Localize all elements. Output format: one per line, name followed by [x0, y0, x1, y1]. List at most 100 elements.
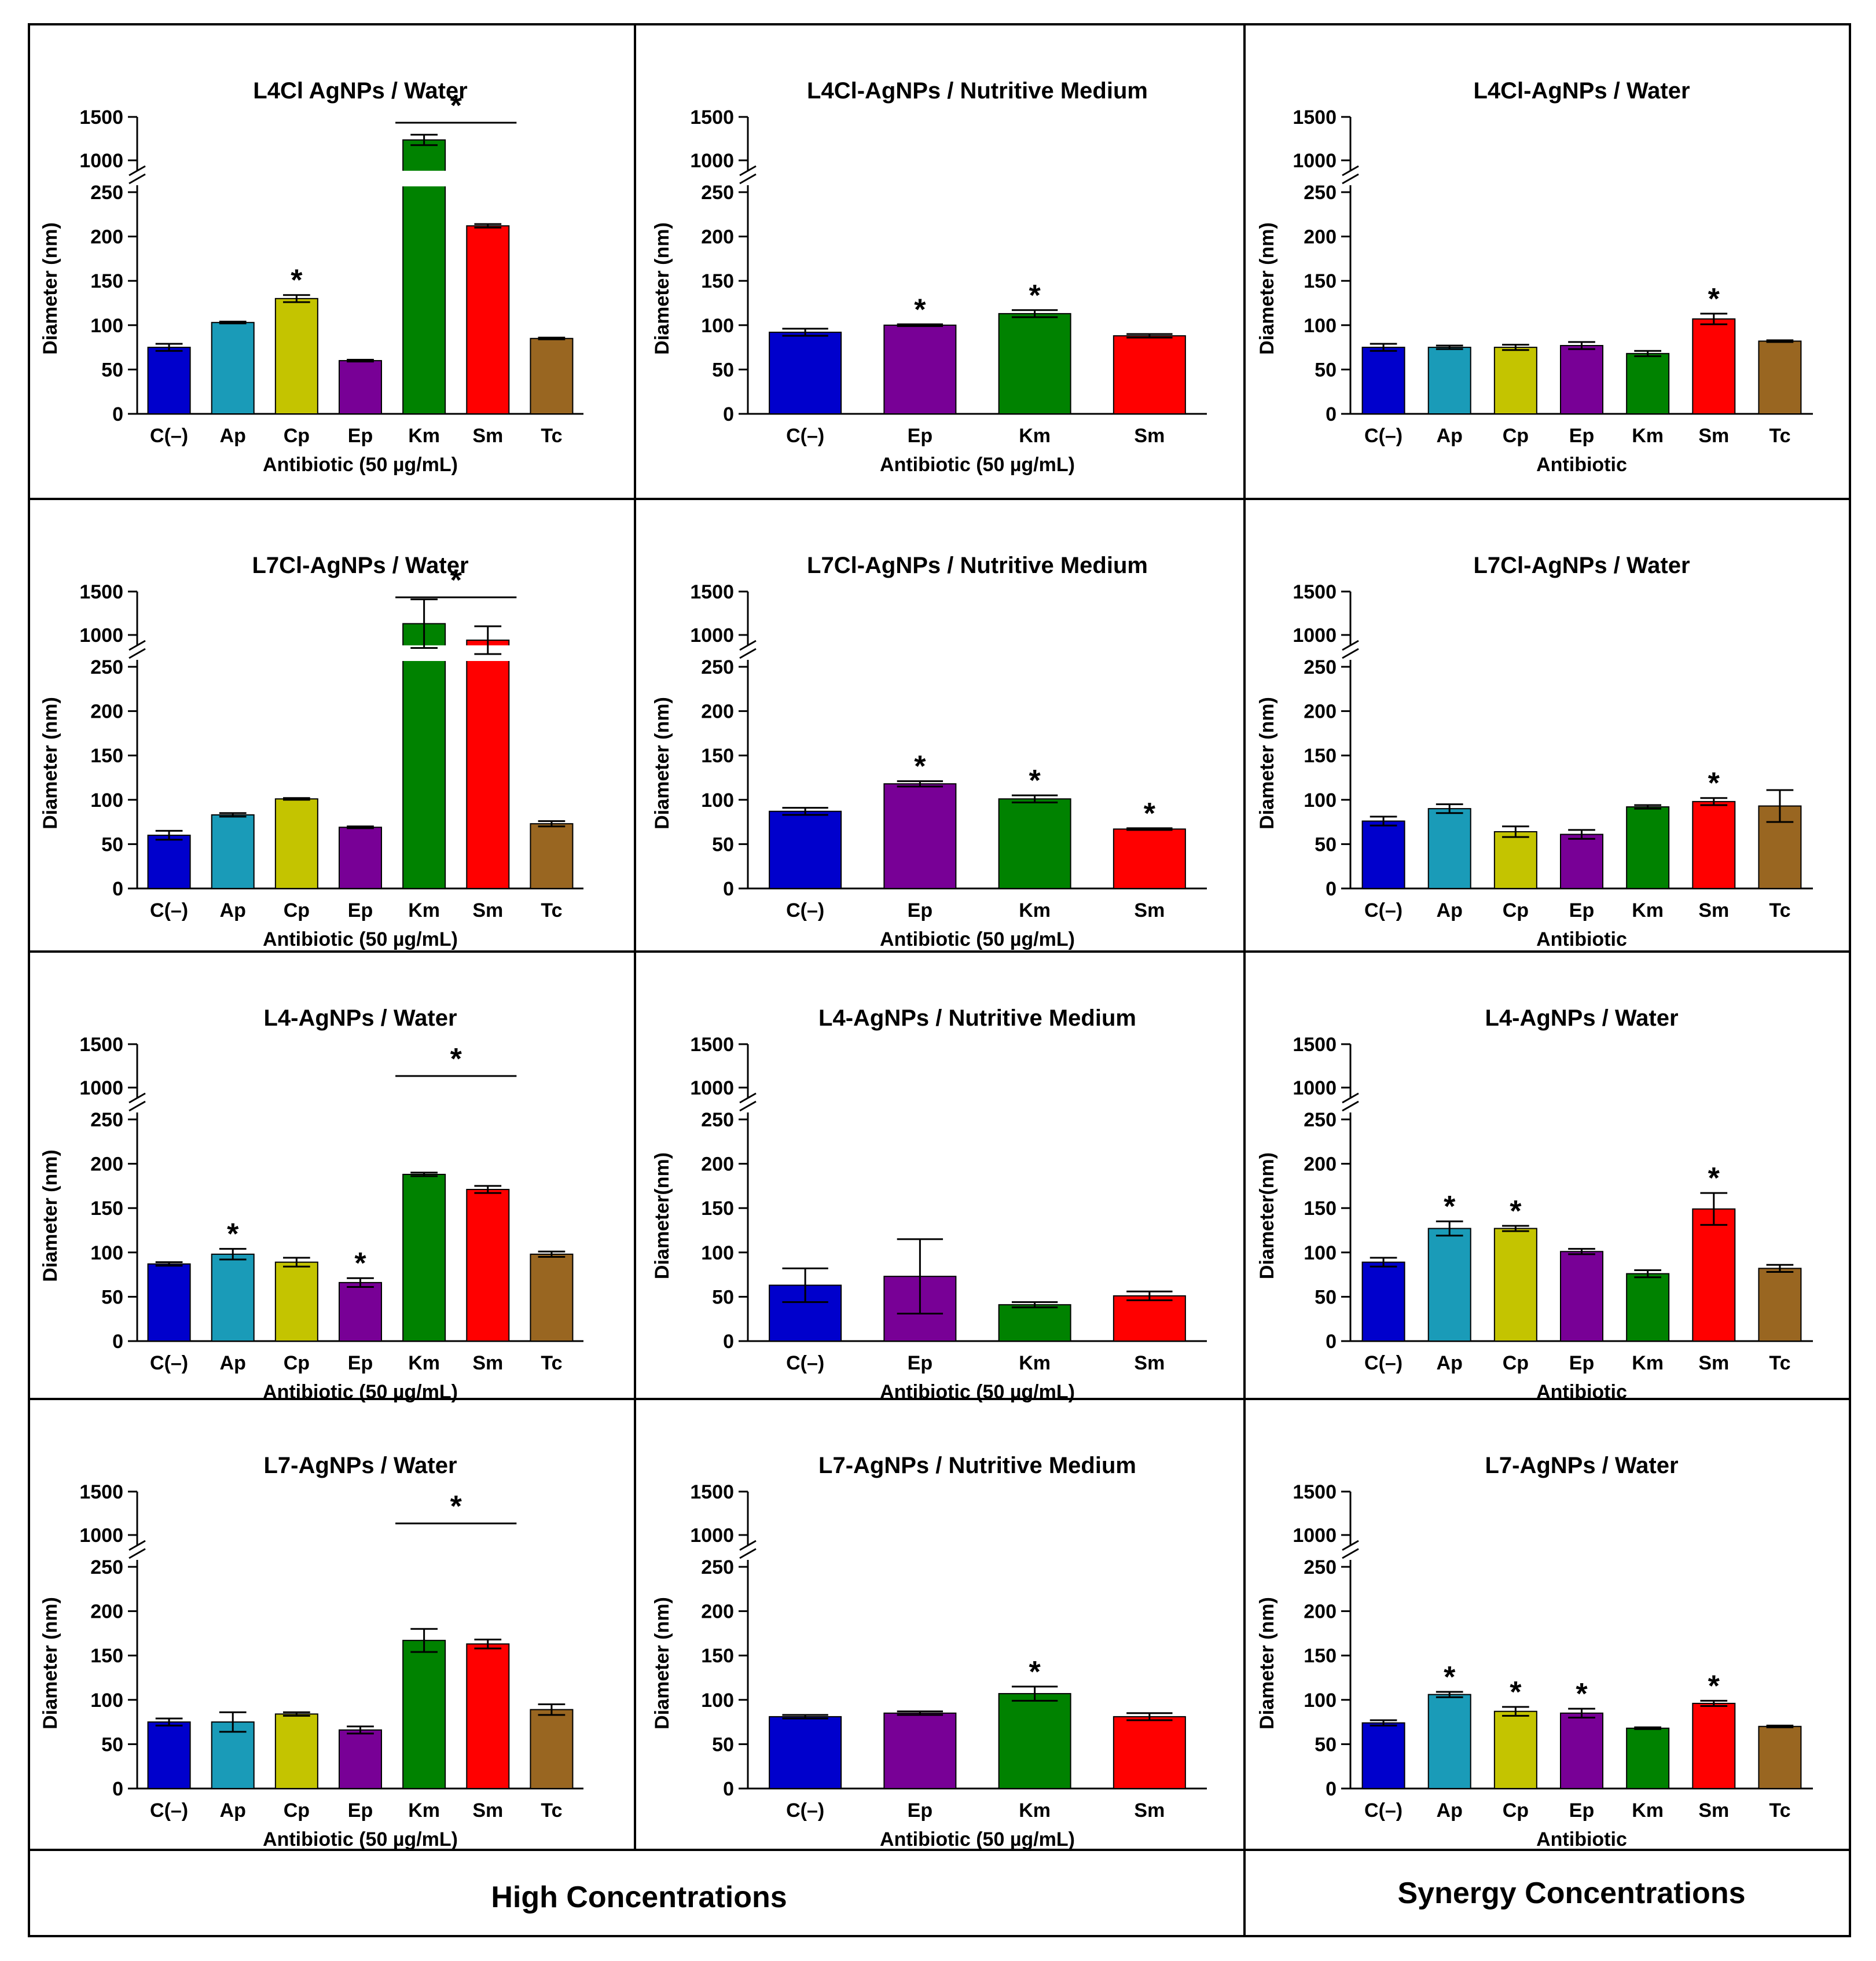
x-tick-label-c: C(–)	[1364, 425, 1403, 447]
error-bar-ep	[347, 1725, 374, 1735]
x-tick-label-ap: Ap	[1437, 899, 1463, 921]
y-tick-label: 0	[1326, 1778, 1337, 1800]
y-tick-label: 1500	[79, 1034, 123, 1056]
error-bar-ep	[347, 825, 374, 829]
error-bar-km	[1011, 794, 1058, 803]
bar-ap	[1427, 808, 1471, 889]
chart-title: L7-AgNPs / Nutritive Medium	[818, 1453, 1136, 1478]
x-tick-label-km: Km	[1019, 899, 1051, 921]
significance-star: *	[291, 264, 303, 298]
y-tick-label: 200	[1304, 226, 1337, 248]
significance-star: *	[1708, 282, 1720, 316]
bar-km	[998, 313, 1071, 414]
error-bar-c	[1370, 816, 1397, 827]
error-bar-km	[1011, 309, 1058, 318]
error-bar-tc	[1766, 1724, 1794, 1728]
x-tick-label-tc: Tc	[1769, 1352, 1790, 1374]
bar-c	[769, 332, 842, 415]
error-bar-cp	[1502, 825, 1529, 838]
error-bar-c	[782, 328, 828, 337]
y-tick-label: 1000	[690, 1525, 734, 1547]
y-tick-label: 150	[90, 1645, 123, 1667]
significance-star: *	[1444, 1190, 1456, 1224]
y-tick-label: 200	[90, 1154, 123, 1176]
y-tick-label: 150	[1304, 270, 1337, 292]
y-tick-label: 0	[112, 403, 123, 425]
bar-cp	[274, 798, 318, 889]
footer: High Concentrations Synergy Concentratio…	[491, 1876, 1745, 1914]
error-bar-ep	[897, 1238, 943, 1315]
chart-title: L7-AgNPs / Water	[263, 1453, 457, 1478]
x-axis-label: Antibiotic (50 µg/mL)	[263, 1828, 458, 1850]
x-axis-label: Antibiotic	[1536, 1828, 1627, 1850]
x-tick-label-cp: Cp	[284, 899, 310, 921]
y-tick-label: 1500	[1293, 107, 1337, 128]
x-tick-label-cp: Cp	[284, 1800, 310, 1822]
x-tick-label-ep: Ep	[1569, 425, 1594, 447]
y-tick-label: 100	[1304, 1690, 1337, 1712]
x-tick-label-c: C(–)	[150, 1352, 188, 1374]
significance-star: *	[450, 1042, 462, 1076]
y-tick-label: 1500	[79, 107, 123, 128]
error-bar-sm	[1126, 333, 1173, 339]
chart-panel-1: L4Cl AgNPs / Water 0 50 100 150 200 250 1000 150…	[39, 78, 583, 476]
y-tick-label: 0	[1326, 1331, 1337, 1353]
y-tick-label: 1500	[79, 1481, 123, 1503]
y-tick-label: 100	[701, 315, 734, 337]
error-bar-km	[1634, 350, 1661, 357]
x-tick-label-sm: Sm	[472, 1352, 503, 1374]
error-bar-ep	[1568, 829, 1595, 840]
error-bar-km	[1011, 1301, 1058, 1309]
error-bar-km	[410, 598, 438, 649]
error-bar-c	[155, 1261, 183, 1267]
x-tick-label-ap: Ap	[220, 425, 246, 447]
chart-title: L7Cl-AgNPs / Nutritive Medium	[807, 553, 1148, 578]
error-bar-tc	[538, 820, 566, 828]
y-axis-label: Diameter (nm)	[39, 1597, 61, 1729]
y-tick-label: 200	[701, 701, 734, 723]
x-tick-label-c: C(–)	[786, 1800, 824, 1822]
bar-ep	[339, 1281, 382, 1342]
error-bar-km	[410, 134, 438, 146]
y-tick-label: 250	[1304, 656, 1337, 678]
axis-break-mark	[1342, 1540, 1359, 1559]
y-axis-label: Diameter(nm)	[1256, 1152, 1278, 1279]
y-tick-label: 150	[90, 745, 123, 767]
x-tick-label-c: C(–)	[786, 425, 824, 447]
error-bar-c	[155, 1717, 183, 1727]
x-tick-label-km: Km	[408, 425, 440, 447]
chart-title: L4Cl AgNPs / Water	[253, 78, 467, 104]
y-tick-label: 1000	[79, 625, 123, 647]
y-tick-label: 200	[1304, 1601, 1337, 1623]
x-tick-label-ep: Ep	[908, 1352, 933, 1374]
y-tick-label: 100	[1304, 789, 1337, 811]
error-bar-c	[1370, 1257, 1397, 1268]
error-bar-ap	[1436, 1691, 1463, 1698]
axis-break-mark	[1342, 1092, 1359, 1112]
x-tick-label-km: Km	[1632, 1800, 1664, 1822]
error-bar-tc	[538, 336, 566, 340]
significance-star: *	[1029, 279, 1041, 313]
y-axis-label: Diameter (nm)	[651, 697, 673, 829]
y-tick-label: 100	[90, 315, 123, 337]
y-tick-label: 100	[90, 1242, 123, 1264]
chart-panel-2: L4Cl-AgNPs / Nutritive Medium 0 50 100 150 20…	[651, 78, 1207, 476]
bar-ep	[883, 1712, 957, 1790]
y-axis-label: Diameter (nm)	[1256, 222, 1278, 355]
bar-km	[402, 1640, 446, 1789]
error-bar-ap	[219, 812, 247, 818]
high-concentrations-label: High Concentrations	[491, 1881, 787, 1914]
error-bar-sm	[1700, 313, 1728, 325]
error-bar-cp	[282, 1257, 310, 1268]
significance-star: *	[227, 1218, 239, 1251]
y-tick-label: 0	[112, 1778, 123, 1800]
bar-sm	[1113, 1295, 1186, 1342]
chart-title: L4Cl-AgNPs / Water	[1473, 78, 1690, 104]
y-tick-label: 150	[1304, 1645, 1337, 1667]
chart-panel-9: L4-AgNPs / Water 0 50 100 150 200 250 1000 1500 D…	[1256, 1005, 1813, 1403]
error-bar-sm	[1700, 797, 1728, 806]
bar-c	[1361, 1261, 1405, 1342]
x-tick-label-c: C(–)	[150, 1800, 188, 1822]
y-tick-label: 250	[90, 1109, 123, 1131]
error-bar-ep	[347, 359, 374, 363]
